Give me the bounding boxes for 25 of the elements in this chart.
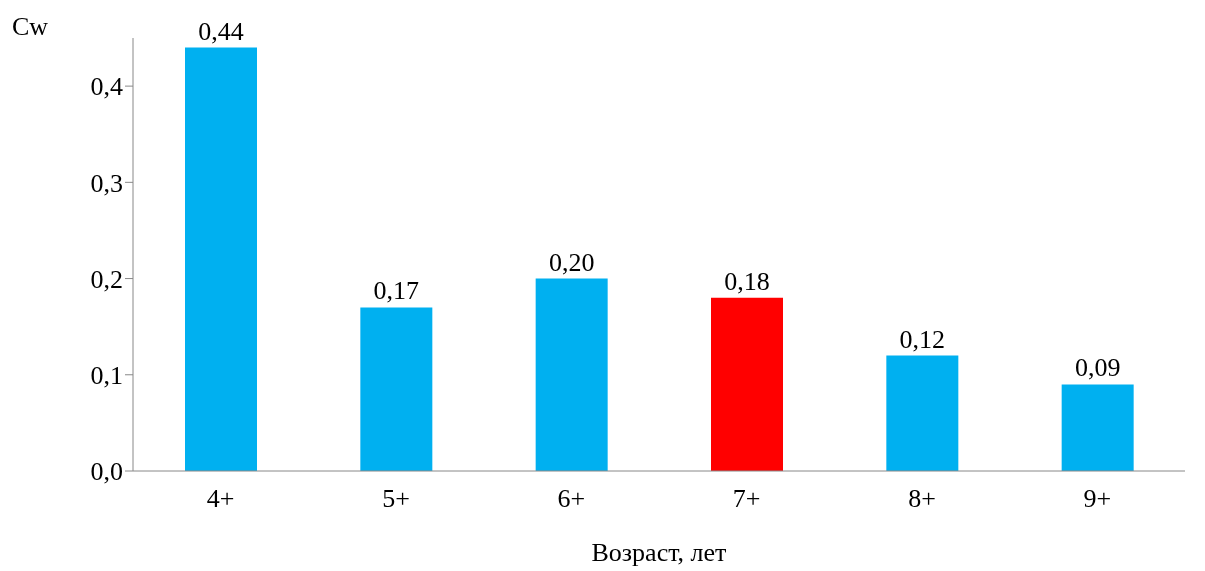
- y-tick-label: 0,4: [90, 72, 123, 102]
- data-label: 0,17: [373, 276, 420, 306]
- bar: [711, 297, 783, 471]
- x-tick-label: 6+: [557, 484, 586, 514]
- data-label: 0,20: [548, 247, 595, 277]
- y-tick-label: 0,2: [90, 264, 123, 294]
- y-tick-label: 0,3: [90, 168, 123, 198]
- data-label: 0,18: [724, 266, 770, 296]
- x-axis-title: Возраст, лет: [591, 538, 727, 567]
- x-tick-label: 9+: [1083, 484, 1112, 514]
- data-label: 0,12: [899, 324, 946, 354]
- y-tick-label: 0,0: [90, 457, 123, 487]
- bar: [535, 278, 608, 471]
- x-tick-label: 8+: [908, 484, 936, 514]
- data-label: 0,09: [1074, 353, 1121, 383]
- y-axis-title: Cw: [12, 12, 49, 42]
- data-label: 0,44: [198, 16, 244, 46]
- bar: [886, 355, 959, 471]
- x-tick-label: 7+: [732, 484, 761, 514]
- x-tick-label: 4+: [206, 484, 235, 514]
- bar: [360, 307, 433, 471]
- x-tick-label: 5+: [382, 484, 410, 514]
- bar: [1061, 384, 1134, 471]
- bar: [185, 47, 257, 471]
- y-tick-label: 0,1: [90, 361, 123, 391]
